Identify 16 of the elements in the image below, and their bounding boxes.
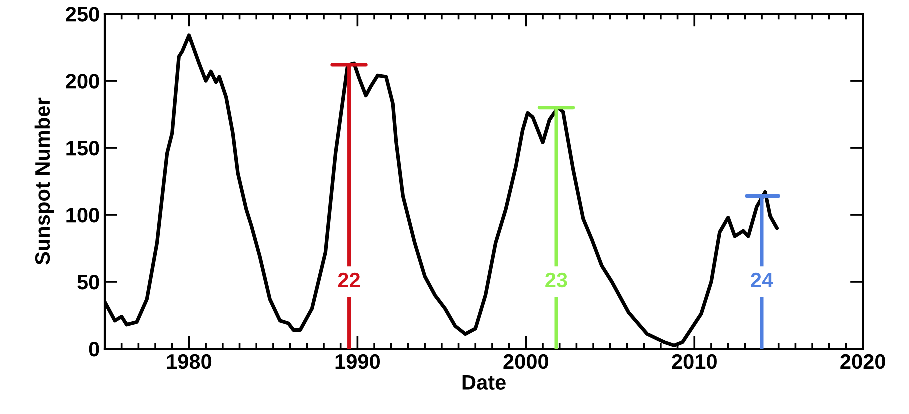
annotation: 23 (546, 272, 568, 288)
y-axis-title: Sunspot Number (34, 98, 54, 265)
y-tick-label: 150 (66, 141, 100, 156)
x-tick-label: 2020 (840, 354, 886, 370)
annotation: 24 (751, 272, 774, 288)
x-tick-label: 2000 (504, 354, 548, 370)
y-tick-label: 100 (66, 208, 100, 223)
y-tick-label: 200 (66, 74, 100, 89)
x-tick-label: 2010 (672, 354, 717, 370)
x-axis-title: Date (462, 375, 506, 390)
y-tick-label: 50 (78, 275, 100, 290)
y-tick-label: 250 (66, 7, 100, 22)
x-tick-label: 1990 (336, 354, 380, 370)
y-tick-label: 0 (89, 342, 100, 357)
x-tick-label: 1980 (167, 354, 212, 370)
annotation: 22 (338, 272, 360, 288)
